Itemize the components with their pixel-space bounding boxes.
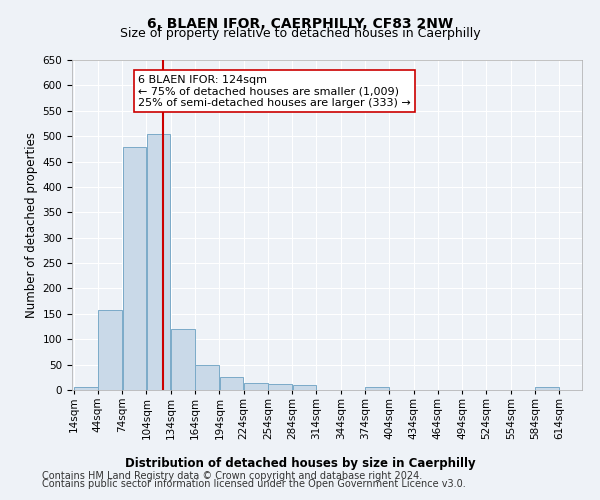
- Text: Contains HM Land Registry data © Crown copyright and database right 2024.: Contains HM Land Registry data © Crown c…: [42, 471, 422, 481]
- Bar: [365, 388, 389, 390]
- Bar: [244, 383, 268, 390]
- Bar: [74, 388, 97, 390]
- Bar: [293, 386, 316, 390]
- Bar: [535, 388, 559, 390]
- Bar: [171, 329, 194, 390]
- Bar: [122, 148, 146, 390]
- Text: 6 BLAEN IFOR: 124sqm
← 75% of detached houses are smaller (1,009)
25% of semi-de: 6 BLAEN IFOR: 124sqm ← 75% of detached h…: [139, 75, 411, 108]
- Text: Contains public sector information licensed under the Open Government Licence v3: Contains public sector information licen…: [42, 479, 466, 489]
- Bar: [196, 364, 219, 390]
- Bar: [220, 378, 243, 390]
- Y-axis label: Number of detached properties: Number of detached properties: [25, 132, 38, 318]
- Text: Size of property relative to detached houses in Caerphilly: Size of property relative to detached ho…: [119, 28, 481, 40]
- Bar: [147, 134, 170, 390]
- Bar: [98, 310, 122, 390]
- Text: Distribution of detached houses by size in Caerphilly: Distribution of detached houses by size …: [125, 458, 475, 470]
- Text: 6, BLAEN IFOR, CAERPHILLY, CF83 2NW: 6, BLAEN IFOR, CAERPHILLY, CF83 2NW: [147, 18, 453, 32]
- Bar: [268, 384, 292, 390]
